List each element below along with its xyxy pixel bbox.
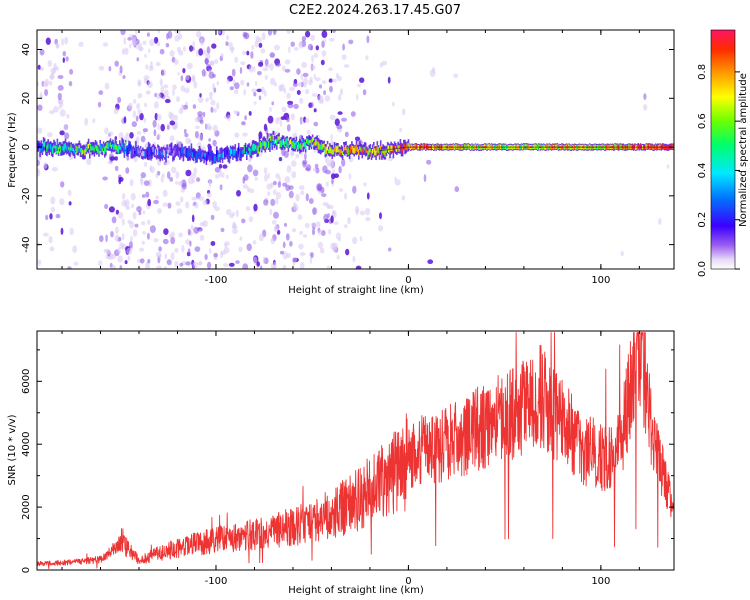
snr-y-axis-label: SNR (10 * v/v) — [7, 414, 18, 485]
spectrogram-ridge-core — [379, 146, 673, 152]
snr-x-tick-label: 0 — [405, 576, 411, 587]
colorbar-ticks: 0.0 0.2 0.4 0.6 0.8 — [697, 29, 740, 277]
spectrogram-y-tick-label: 0 — [21, 144, 32, 150]
colorbar-label: Normalized spectral amplitude — [738, 73, 749, 227]
chart-title: C2E2.2024.263.17.45.G07 — [289, 3, 461, 18]
spectrogram-x-axis-label: Height of straight line (km) — [288, 285, 424, 296]
snr-y-tick-label: 0 — [21, 567, 32, 573]
spectrogram-panel: -100 0 100 -40 -20 0 20 40 Height of straight l… — [7, 29, 675, 296]
colorbar-tick-label: 0.0 — [697, 261, 708, 277]
colorbar-tick-label: 0.4 — [697, 162, 708, 178]
spectrogram-marks — [37, 30, 674, 269]
snr-x-tick-label: 100 — [591, 576, 610, 587]
colorbar-frame — [710, 29, 736, 270]
spectrogram-x-tick-label: 0 — [405, 275, 411, 286]
spectrogram-y-tick-label: -40 — [21, 236, 32, 252]
colorbar-tick-label: 0.2 — [697, 212, 708, 228]
snr-plot-area — [37, 331, 674, 570]
colorbar: 0.0 0.2 0.4 0.6 0.8 Normalized spectral ampl… — [697, 29, 749, 277]
colorbar-gradient — [711, 30, 735, 269]
spectrogram-frame — [36, 29, 675, 270]
spectrogram-y-tick-label: -20 — [21, 188, 32, 204]
snr-y-tick-label: 6000 — [21, 369, 32, 394]
colorbar-tick-label: 0.8 — [697, 64, 708, 80]
spectrogram-x-tick-label: 100 — [591, 275, 610, 286]
snr-y-tick-label: 4000 — [21, 431, 32, 456]
colorbar-tick-label: 0.6 — [697, 113, 708, 129]
spectrogram-y-tick-label: 20 — [21, 92, 32, 105]
snr-x-tick-label: -100 — [205, 576, 228, 587]
snr-y-tick-label: 2000 — [21, 494, 32, 519]
spectrogram-ticks: -100 0 100 -40 -20 0 20 40 — [21, 30, 674, 286]
spectrogram-y-tick-label: 40 — [21, 43, 32, 56]
snr-series-line — [37, 332, 674, 570]
snr-marks — [37, 332, 674, 570]
spectrogram-y-axis-label: Frequency (Hz) — [7, 112, 18, 188]
snr-frame — [36, 330, 675, 571]
snr-x-axis-label: Height of straight line (km) — [288, 585, 424, 596]
spectrogram-x-tick-label: -100 — [205, 275, 228, 286]
